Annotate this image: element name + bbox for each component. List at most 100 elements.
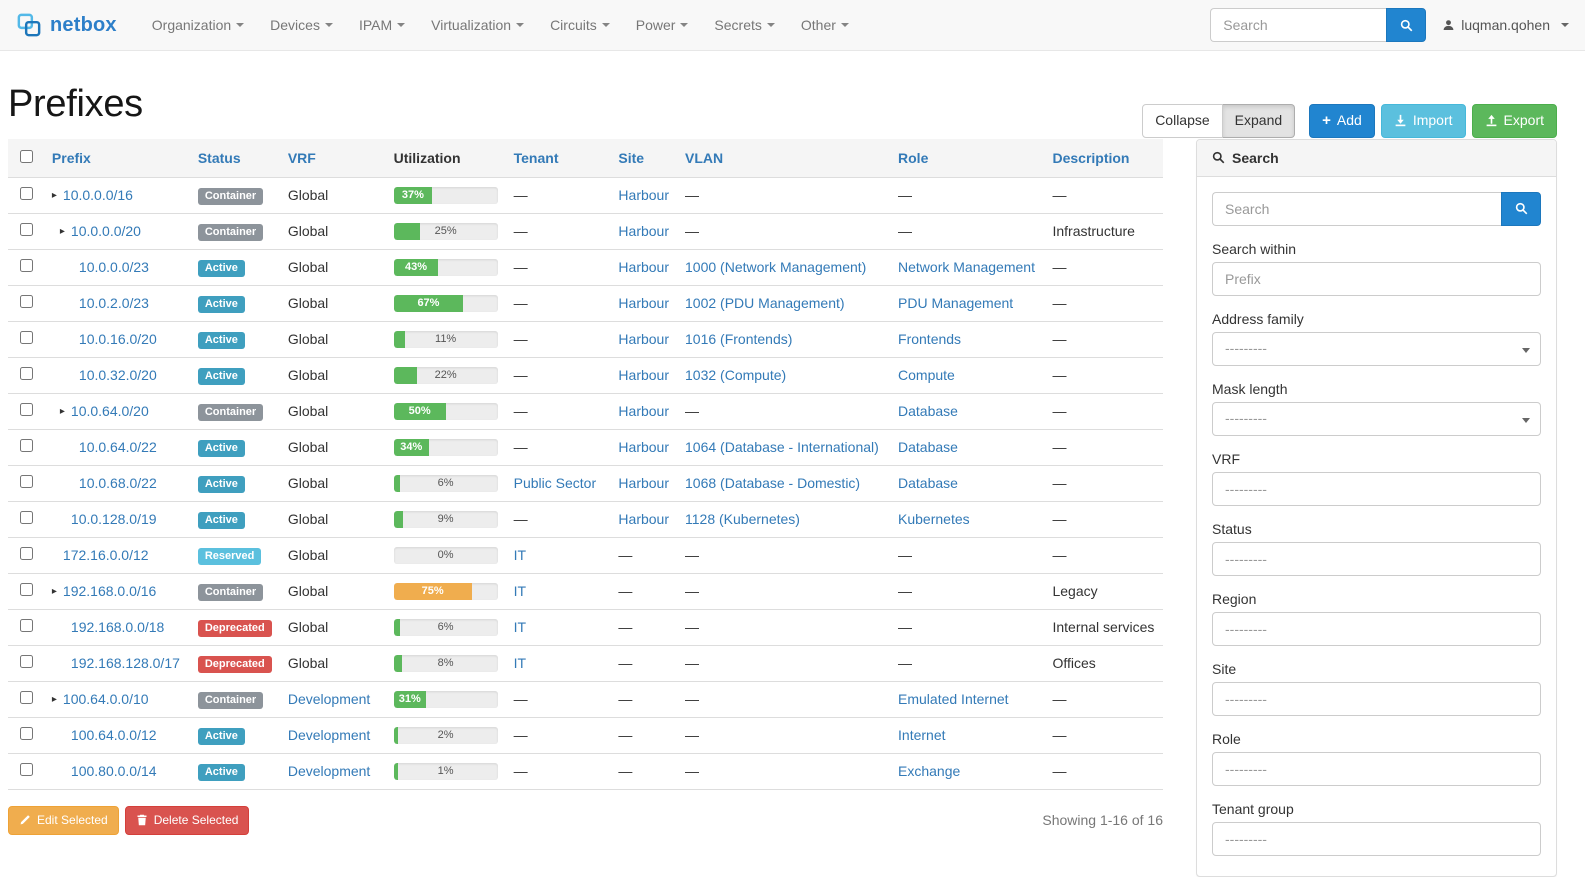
netbox-logo[interactable]: netbox [16,12,117,38]
prefix-link[interactable]: 100.64.0.0/12 [70,727,157,744]
row-checkbox[interactable] [20,367,33,381]
row-checkbox[interactable] [20,691,33,705]
row-checkbox[interactable] [20,331,33,345]
expand-arrow-icon[interactable]: ▸ [51,189,57,201]
row-checkbox[interactable] [20,439,33,453]
prefix-link[interactable]: 10.0.128.0/19 [70,511,157,528]
row-checkbox[interactable] [20,475,33,489]
role-link[interactable]: Internet [898,727,946,744]
expand-arrow-icon[interactable]: ▸ [59,225,65,237]
add-button[interactable]: + Add [1309,104,1375,138]
site-link[interactable]: Harbour [618,475,670,492]
expand-arrow-icon[interactable]: ▸ [51,585,57,597]
vlan-link[interactable]: 1068 (Database - Domestic) [685,475,861,492]
tenant-link[interactable]: IT [513,583,527,600]
row-checkbox[interactable] [20,403,33,417]
nav-menu-devices[interactable]: Devices [257,0,346,50]
filter-input-role[interactable] [1212,751,1541,786]
tenant-link[interactable]: IT [513,619,527,636]
tenant-link[interactable]: Public Sector [513,475,597,492]
vrf-link[interactable]: Development [287,727,371,744]
row-checkbox[interactable] [20,187,33,201]
export-button[interactable]: Export [1471,104,1557,138]
role-link[interactable]: Kubernetes [898,511,970,528]
column-sort-link[interactable]: Role [898,149,929,166]
prefix-link[interactable]: 10.0.32.0/20 [78,367,157,384]
row-checkbox[interactable] [20,655,33,669]
prefix-link[interactable]: 10.0.64.0/20 [70,403,149,420]
vlan-link[interactable]: 1032 (Compute) [685,367,787,384]
prefix-link[interactable]: 10.0.16.0/20 [78,331,157,348]
prefix-link[interactable]: 192.168.0.0/16 [62,583,157,600]
vrf-link[interactable]: Development [287,763,371,780]
role-link[interactable]: Database [898,403,958,420]
role-link[interactable]: Emulated Internet [898,691,1009,708]
row-checkbox[interactable] [20,763,33,777]
column-sort-link[interactable]: Prefix [51,149,91,166]
prefix-link[interactable]: 10.0.68.0/22 [78,475,157,492]
filter-select-mask-length[interactable]: --------- [1212,401,1541,436]
edit-selected-button[interactable]: Edit Selected [8,805,119,835]
nav-menu-power[interactable]: Power [623,0,702,50]
expand-button[interactable]: Expand [1222,104,1296,138]
prefix-link[interactable]: 100.80.0.0/14 [70,763,157,780]
search-button[interactable] [1386,8,1427,42]
search-input[interactable] [1210,8,1387,42]
vlan-link[interactable]: 1064 (Database - International) [685,439,879,456]
nav-menu-virtualization[interactable]: Virtualization [418,0,537,50]
row-checkbox[interactable] [20,547,33,561]
vlan-link[interactable]: 1016 (Frontends) [685,331,793,348]
select-all-checkbox[interactable] [20,149,33,163]
column-sort-link[interactable]: Site [618,149,645,166]
nav-menu-secrets[interactable]: Secrets [701,0,787,50]
import-button[interactable]: Import [1380,104,1466,138]
column-sort-link[interactable]: Tenant [513,149,559,166]
row-checkbox[interactable] [20,511,33,525]
role-link[interactable]: Database [898,439,958,456]
nav-menu-other[interactable]: Other [788,0,862,50]
role-link[interactable]: Frontends [898,331,962,348]
vrf-link[interactable]: Development [287,691,371,708]
row-checkbox[interactable] [20,619,33,633]
site-link[interactable]: Harbour [618,259,670,276]
site-link[interactable]: Harbour [618,367,670,384]
prefix-link[interactable]: 10.0.2.0/23 [78,295,149,312]
prefix-link[interactable]: 192.168.128.0/17 [70,655,180,672]
site-link[interactable]: Harbour [618,511,670,528]
role-link[interactable]: Network Management [898,259,1035,276]
site-link[interactable]: Harbour [618,331,670,348]
column-sort-link[interactable]: Status [197,149,241,166]
filter-input-status[interactable] [1212,541,1541,576]
prefix-link[interactable]: 10.0.0.0/16 [62,187,133,204]
filter-input-region[interactable] [1212,611,1541,646]
filter-search-button[interactable] [1501,191,1541,226]
filter-select-address-family[interactable]: --------- [1212,331,1541,366]
column-sort-link[interactable]: Description [1052,149,1130,166]
row-checkbox[interactable] [20,295,33,309]
role-link[interactable]: Compute [898,367,955,384]
site-link[interactable]: Harbour [618,223,670,240]
nav-menu-circuits[interactable]: Circuits [537,0,623,50]
filter-input-site[interactable] [1212,681,1541,716]
row-checkbox[interactable] [20,583,33,597]
column-sort-link[interactable]: VLAN [685,149,724,166]
prefix-link[interactable]: 10.0.64.0/22 [78,439,157,456]
tenant-link[interactable]: IT [513,547,527,564]
vlan-link[interactable]: 1128 (Kubernetes) [685,511,800,528]
tenant-link[interactable]: IT [513,655,527,672]
prefix-link[interactable]: 100.64.0.0/10 [62,691,149,708]
expand-arrow-icon[interactable]: ▸ [59,405,65,417]
prefix-link[interactable]: 192.168.0.0/18 [70,619,165,636]
expand-arrow-icon[interactable]: ▸ [51,693,57,705]
collapse-button[interactable]: Collapse [1142,104,1223,138]
prefix-link[interactable]: 10.0.0.0/23 [78,259,149,276]
role-link[interactable]: Database [898,475,958,492]
site-link[interactable]: Harbour [618,187,670,204]
row-checkbox[interactable] [20,223,33,237]
role-link[interactable]: Exchange [898,763,961,780]
filter-input-search-within[interactable] [1212,261,1541,296]
filter-input-tenant-group[interactable] [1212,821,1541,856]
column-sort-link[interactable]: VRF [287,149,316,166]
prefix-link[interactable]: 172.16.0.0/12 [62,547,149,564]
vlan-link[interactable]: 1002 (PDU Management) [685,295,845,312]
